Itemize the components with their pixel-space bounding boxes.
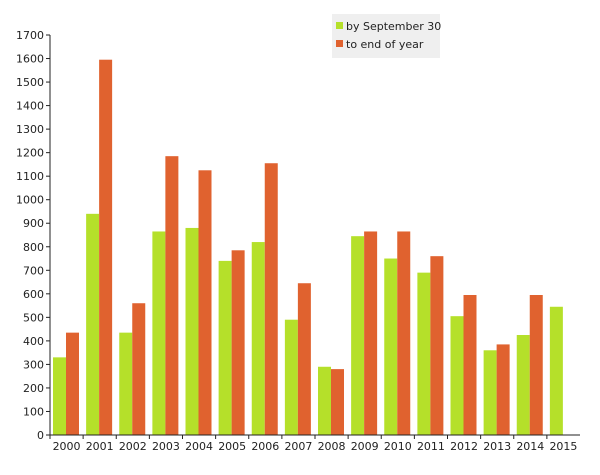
bar-by-september-30-2002: [119, 332, 133, 435]
bars: [53, 59, 563, 436]
bar-to-end-of-year-2013: [496, 344, 510, 435]
bar-to-end-of-year-2003: [165, 156, 179, 436]
x-tick-label: 2014: [516, 440, 544, 453]
x-tick-label: 2013: [483, 440, 511, 453]
y-tick-label: 300: [23, 358, 44, 371]
bar-by-september-30-2014: [516, 335, 530, 435]
x-tick-label: 2011: [417, 440, 445, 453]
x-tick-label: 2015: [549, 440, 577, 453]
bar-by-september-30-2013: [483, 350, 497, 435]
x-tick-label: 2010: [384, 440, 412, 453]
y-tick-label: 1600: [16, 53, 44, 66]
y-tick-label: 1500: [16, 76, 44, 89]
legend-label-by-september-30: by September 30: [346, 20, 441, 33]
legend-background: [332, 14, 440, 58]
y-tick-label: 1400: [16, 100, 44, 113]
bar-to-end-of-year-2007: [297, 283, 311, 435]
bar-to-end-of-year-2000: [66, 332, 79, 435]
bar-to-end-of-year-2008: [331, 369, 344, 435]
bar-by-september-30-2007: [284, 319, 298, 435]
bar-by-september-30-2001: [86, 213, 100, 435]
y-tick-label: 400: [23, 335, 44, 348]
legend-label-to-end-of-year: to end of year: [346, 38, 424, 51]
bar-by-september-30-2008: [318, 366, 331, 435]
bar-to-end-of-year-2009: [364, 231, 378, 435]
y-tick-label: 1700: [16, 29, 44, 42]
x-tick-label: 2004: [185, 440, 213, 453]
y-tick-label: 100: [23, 405, 44, 418]
bar-by-september-30-2003: [152, 231, 166, 435]
x-tick-label: 2008: [318, 440, 346, 453]
bar-by-september-30-2015: [549, 306, 563, 435]
y-tick-label: 500: [23, 311, 44, 324]
bar-to-end-of-year-2006: [264, 163, 278, 435]
y-tick-label: 700: [23, 264, 44, 277]
axes: 0 100 200 300 400 500 600 700 800 900 1000 1100 1200…: [16, 29, 580, 453]
bar-to-end-of-year-2001: [99, 59, 113, 436]
legend-swatch-to-end-of-year: [336, 40, 343, 47]
legend-swatch-by-september-30: [336, 22, 343, 29]
y-tick-label: 1300: [16, 123, 44, 136]
y-tick-label: 800: [23, 241, 44, 254]
x-tick-label: 2007: [284, 440, 312, 453]
y-tick-label: 1200: [16, 147, 44, 160]
bar-by-september-30-2006: [251, 242, 265, 435]
y-tick-label: 1100: [16, 170, 44, 183]
y-tick-label: 900: [23, 217, 44, 230]
bar-by-september-30-2011: [417, 272, 431, 435]
x-tick-label: 2006: [251, 440, 279, 453]
x-tick-label: 2012: [450, 440, 478, 453]
x-tick-label: 2001: [86, 440, 114, 453]
bar-by-september-30-2010: [384, 258, 398, 435]
y-tick-label: 200: [23, 382, 44, 395]
bar-by-september-30-2000: [53, 357, 66, 435]
bar-by-september-30-2012: [450, 316, 464, 435]
bar-to-end-of-year-2012: [463, 295, 477, 435]
x-tick-label: 2009: [351, 440, 379, 453]
y-tick-label: 600: [23, 288, 44, 301]
x-tick-label: 2000: [53, 440, 81, 453]
y-tick-label: 0: [37, 429, 44, 442]
bar-to-end-of-year-2004: [198, 170, 212, 435]
y-tick-label: 1000: [16, 194, 44, 207]
bar-to-end-of-year-2010: [397, 231, 411, 435]
bar-to-end-of-year-2014: [529, 295, 543, 435]
x-tick-label: 2002: [119, 440, 147, 453]
bar-to-end-of-year-2005: [231, 250, 245, 435]
bar-by-september-30-2009: [351, 236, 365, 435]
x-tick-label: 2003: [152, 440, 180, 453]
bar-by-september-30-2004: [185, 227, 199, 435]
bar-to-end-of-year-2002: [132, 303, 146, 435]
bar-by-september-30-2005: [218, 260, 232, 435]
x-tick-label: 2005: [218, 440, 246, 453]
bar-to-end-of-year-2011: [430, 256, 444, 435]
legend: by September 30 to end of year: [332, 14, 441, 58]
